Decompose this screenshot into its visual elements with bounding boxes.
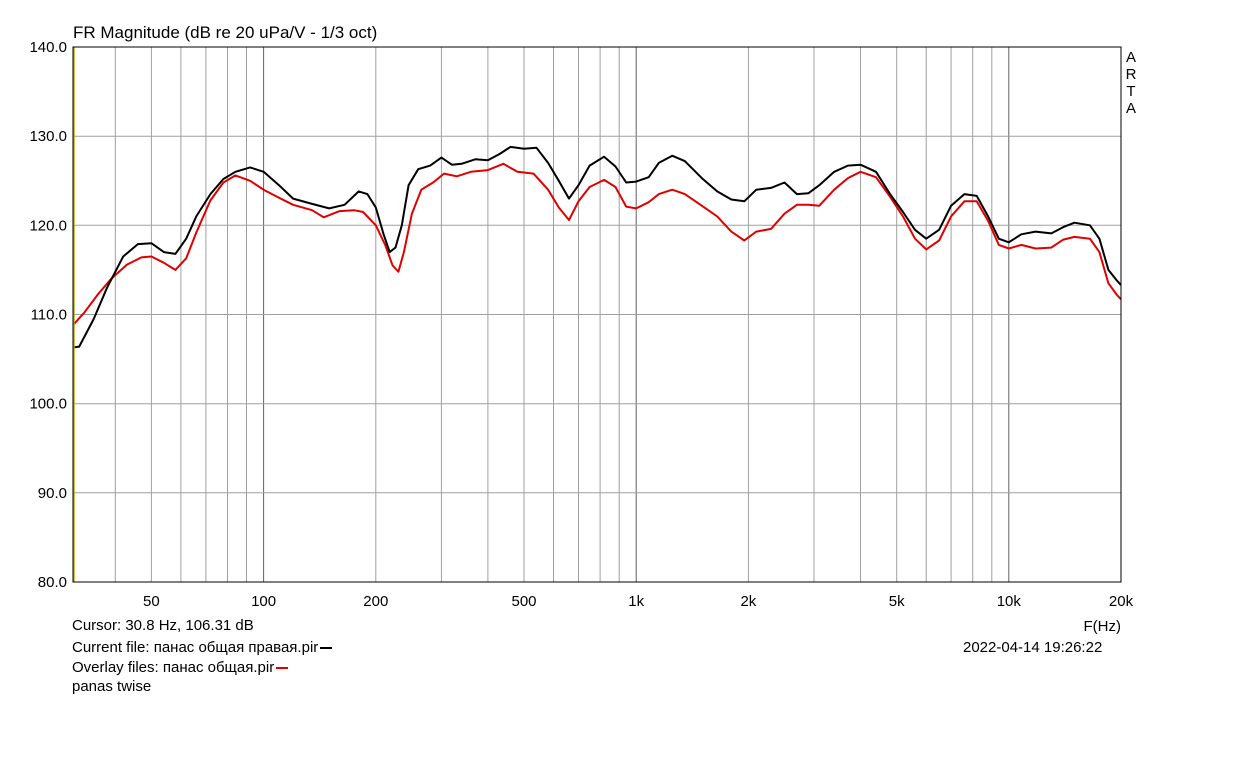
comment-text: panas twise <box>72 678 151 696</box>
watermark-letter: A <box>1126 49 1136 66</box>
x-tick-label: 100 <box>251 593 276 610</box>
y-tick-label: 90.0 <box>38 485 67 502</box>
series-lines <box>72 145 1122 349</box>
cursor-readout: Cursor: 30.8 Hz, 106.31 dB <box>72 617 254 635</box>
date-time: 2022-04-14 19:26:22 <box>963 639 1102 657</box>
y-tick-label: 120.0 <box>29 217 67 234</box>
current-file-legend: Current file: панас общая правая.pir <box>72 639 333 657</box>
x-tick-labels: 50 100 200 500 1k 2k 5k 10k 20k <box>143 593 1134 610</box>
overlay-files-legend: Overlay files: панас общая.pir <box>72 659 289 677</box>
watermark-letter: A <box>1126 100 1136 117</box>
x-tick-label: 1k <box>628 593 644 610</box>
overlay-file-swatch <box>276 667 289 670</box>
chart-title: FR Magnitude (dB re 20 uPa/V - 1/3 oct) <box>73 23 377 42</box>
comment-label: panas twise <box>72 678 152 695</box>
current-file-swatch <box>320 647 333 650</box>
current-file-text: Current file: панас общая правая.pir <box>72 639 319 656</box>
y-tick-labels: 80.0 90.0 100.0 110.0 120.0 130.0 140.0 <box>29 39 67 591</box>
y-tick-label: 100.0 <box>29 396 67 413</box>
overlay-files-text: Overlay files: панас общая.pir <box>72 659 275 676</box>
series-line-0 <box>72 145 1122 349</box>
watermark-letter: R <box>1126 66 1137 83</box>
grid <box>73 46 1121 583</box>
series-line-1 <box>72 162 1122 326</box>
y-tick-label: 110.0 <box>31 307 67 324</box>
x-tick-label: 2k <box>740 593 756 610</box>
date-time-text: 2022-04-14 19:26:22 <box>963 639 1103 656</box>
y-tick-label: 80.0 <box>38 574 67 591</box>
x-tick-label: 500 <box>511 593 536 610</box>
y-tick-label: 140.0 <box>29 39 67 56</box>
x-tick-label: 20k <box>1109 593 1134 610</box>
y-tick-label: 130.0 <box>29 128 67 145</box>
cursor-readout-text: Cursor: 30.8 Hz, 106.31 dB <box>72 617 254 634</box>
x-axis-label: F(Hz) <box>1084 618 1122 635</box>
x-tick-label: 5k <box>889 593 905 610</box>
x-tick-label: 200 <box>363 593 388 610</box>
x-tick-label: 50 <box>143 593 160 610</box>
x-tick-label: 10k <box>997 593 1022 610</box>
watermark-letter: T <box>1126 83 1135 100</box>
plot-frame <box>72 46 1122 583</box>
